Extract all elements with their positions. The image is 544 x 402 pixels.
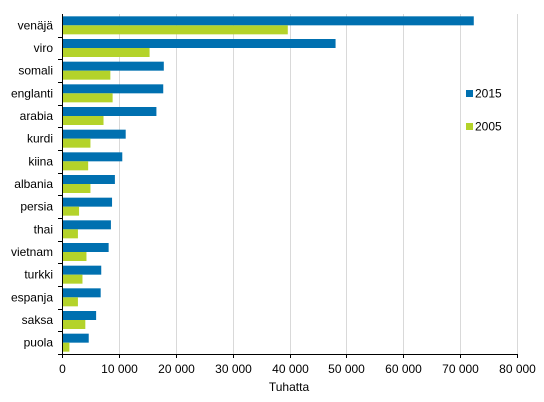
category-label: saksa — [22, 313, 54, 327]
x-tick-label: 20 000 — [158, 362, 195, 376]
bar-2015-thai — [63, 220, 111, 230]
x-tick-label: 40 000 — [272, 362, 309, 376]
x-tick-label: 70 000 — [442, 362, 479, 376]
legend-label-2005: 2005 — [475, 120, 502, 134]
bar-2015-espanja — [63, 288, 101, 298]
bar-2015-vietnam — [63, 243, 109, 252]
bar-2015-albania — [63, 175, 115, 184]
bar-2015-venäjä — [63, 16, 474, 26]
bars — [63, 16, 474, 352]
category-label: venäjä — [18, 18, 54, 32]
bar-2005-albania — [63, 184, 91, 193]
bar-2015-puola — [63, 333, 89, 343]
category-label: englanti — [11, 86, 53, 100]
bar-2015-arabia — [63, 107, 157, 116]
bar-2005-saksa — [63, 320, 86, 329]
category-label: thai — [34, 222, 53, 236]
category-label: viro — [34, 41, 54, 55]
bar-2005-puola — [63, 342, 70, 352]
x-tick-label: 10 000 — [101, 362, 138, 376]
bar-2005-thai — [63, 229, 78, 239]
x-tick-label: 80 000 — [499, 362, 536, 376]
bar-2005-somali — [63, 70, 111, 80]
category-label: vietnam — [11, 245, 53, 259]
bar-2015-somali — [63, 61, 164, 71]
bar-2005-englanti — [63, 93, 113, 103]
bar-2015-kiina — [63, 152, 123, 162]
category-label: kurdi — [27, 132, 53, 146]
bar-2015-saksa — [63, 311, 97, 320]
bar-2005-turkki — [63, 274, 83, 284]
category-label: espanja — [11, 290, 53, 304]
bar-2005-vietnam — [63, 252, 87, 261]
bar-2015-persia — [63, 197, 113, 207]
category-labels: venäjä viro somali englanti arabia kurdi kiina… — [11, 18, 53, 349]
category-label: kiina — [28, 154, 53, 168]
bar-2005-persia — [63, 206, 80, 216]
category-label: arabia — [20, 109, 54, 123]
bar-2015-kurdi — [63, 129, 126, 139]
legend-swatch-2015 — [466, 90, 473, 97]
x-tick-label: 30 000 — [215, 362, 252, 376]
category-label: puola — [24, 336, 54, 350]
x-tick-label: 50 000 — [328, 362, 365, 376]
category-label: somali — [18, 64, 53, 78]
bar-2015-englanti — [63, 84, 164, 94]
x-tick-labels: 0 10 000 20 000 30 000 40 000 50 000 60 000 70 … — [59, 362, 536, 376]
x-axis-title: Tuhatta — [269, 380, 310, 394]
legend: 2015 2005 — [466, 87, 502, 134]
bar-2015-turkki — [63, 265, 102, 275]
bar-2005-kiina — [63, 161, 89, 171]
legend-swatch-2005 — [466, 123, 473, 130]
gridlines — [119, 14, 518, 354]
legend-label-2015: 2015 — [475, 87, 502, 101]
bar-2005-kurdi — [63, 138, 91, 148]
bar-2005-viro — [63, 48, 150, 57]
x-tick-label: 60 000 — [385, 362, 422, 376]
category-label: turkki — [24, 268, 53, 282]
x-tick-label: 0 — [59, 362, 66, 376]
bar-2005-arabia — [63, 116, 104, 125]
bar-2015-viro — [63, 39, 336, 48]
bar-2005-espanja — [63, 297, 78, 307]
category-label: albania — [14, 177, 53, 191]
axes — [58, 14, 518, 358]
category-label: persia — [20, 200, 53, 214]
bar-2005-venäjä — [63, 25, 288, 35]
